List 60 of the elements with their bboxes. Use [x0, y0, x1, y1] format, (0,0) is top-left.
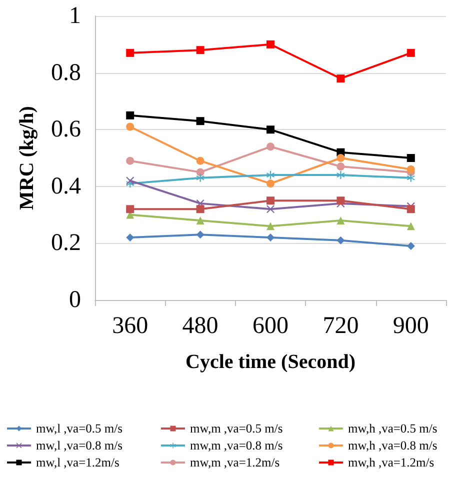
point [406, 174, 415, 182]
x-axis-title: Cycle time (Second) [186, 351, 356, 373]
point [336, 236, 345, 244]
point [126, 156, 134, 165]
point [266, 234, 274, 242]
point [406, 154, 415, 162]
legend-label: mw,h ,va=0.8 m/s [348, 438, 438, 452]
point [126, 122, 134, 131]
y-axis-title: MRC (kg/h) [16, 106, 38, 210]
point [196, 168, 204, 176]
point [336, 216, 345, 224]
x-tick-label: 360 [112, 313, 148, 339]
point [406, 205, 415, 214]
point [196, 117, 204, 126]
point [266, 142, 274, 151]
point [196, 205, 204, 214]
point [196, 46, 204, 54]
point [336, 162, 345, 171]
y-tick-label: 0 [69, 287, 81, 313]
point [336, 74, 345, 82]
x-tick-label: 600 [252, 313, 288, 339]
point [266, 196, 274, 205]
y-tick-label: 0.2 [51, 230, 81, 256]
point [126, 234, 134, 242]
x-tick-label: 900 [392, 313, 429, 339]
legend-label: mw,m ,va=0.8 m/s [190, 438, 283, 452]
point [266, 40, 274, 48]
legend-label: mw,h ,va=1.2m/s [348, 456, 434, 470]
point [196, 216, 204, 224]
point [336, 171, 345, 180]
legend-label: mw,l ,va=1.2m/s [36, 456, 120, 470]
y-tick-label: 0.8 [51, 60, 81, 86]
point [406, 242, 415, 250]
point [126, 48, 134, 57]
point [126, 205, 134, 214]
x-tick-label: 480 [182, 313, 218, 339]
y-tick-label: 1 [69, 3, 81, 29]
legend-label: mw,m ,va=0.5 m/s [190, 422, 283, 436]
point [196, 174, 204, 182]
point [336, 154, 345, 162]
point [406, 222, 415, 230]
legend-label: mw,h ,va=0.5 m/s [348, 422, 438, 436]
point [266, 205, 274, 214]
x-tick-label: 720 [322, 313, 359, 339]
point [266, 180, 274, 188]
point [126, 111, 134, 120]
point [266, 171, 274, 180]
point [196, 156, 204, 165]
point [336, 196, 345, 205]
point [266, 126, 274, 134]
y-tick-label: 0.4 [51, 173, 81, 200]
legend-label: mw,l ,va=0.8 m/s [36, 438, 123, 452]
point [406, 165, 415, 174]
y-tick-label: 0.6 [51, 116, 81, 143]
point [126, 176, 134, 185]
point [196, 230, 204, 239]
legend-label: mw,m ,va=1.2m/s [190, 456, 280, 470]
point [406, 48, 415, 57]
point [266, 222, 274, 230]
legend-label: mw,l ,va=0.5 m/s [36, 422, 123, 436]
